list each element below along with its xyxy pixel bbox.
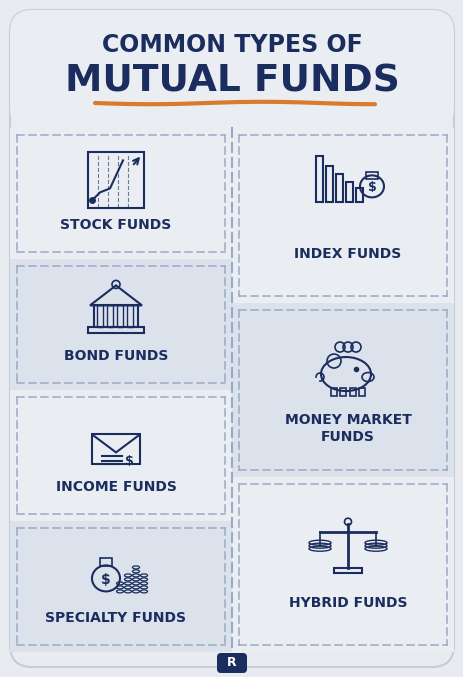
Bar bbox=[10, 259, 232, 390]
Text: INCOME FUNDS: INCOME FUNDS bbox=[56, 480, 176, 494]
Bar bbox=[345, 182, 352, 202]
Bar bbox=[330, 388, 336, 396]
Bar bbox=[107, 305, 113, 328]
Bar bbox=[333, 568, 361, 573]
Text: HYBRID FUNDS: HYBRID FUNDS bbox=[288, 596, 407, 610]
Bar bbox=[232, 477, 453, 652]
Bar bbox=[325, 167, 332, 202]
FancyBboxPatch shape bbox=[10, 10, 453, 130]
Bar bbox=[117, 305, 123, 328]
Bar bbox=[355, 188, 362, 202]
Bar bbox=[232, 128, 453, 303]
Text: MONEY MARKET
FUNDS: MONEY MARKET FUNDS bbox=[284, 414, 411, 443]
Bar bbox=[339, 388, 345, 396]
Bar bbox=[365, 173, 377, 179]
Bar bbox=[88, 152, 144, 209]
Text: COMMON TYPES OF: COMMON TYPES OF bbox=[101, 33, 362, 57]
Bar bbox=[10, 128, 232, 259]
Text: R: R bbox=[227, 657, 236, 670]
Text: $: $ bbox=[125, 455, 133, 468]
Text: MUTUAL FUNDS: MUTUAL FUNDS bbox=[64, 64, 399, 100]
Bar bbox=[232, 303, 453, 477]
Text: INDEX FUNDS: INDEX FUNDS bbox=[294, 246, 401, 261]
Text: SPECIALTY FUNDS: SPECIALTY FUNDS bbox=[45, 611, 186, 625]
Bar bbox=[94, 305, 138, 328]
FancyBboxPatch shape bbox=[10, 10, 453, 667]
Text: STOCK FUNDS: STOCK FUNDS bbox=[60, 218, 171, 232]
Bar bbox=[10, 521, 232, 652]
Bar bbox=[358, 388, 364, 396]
Text: $: $ bbox=[101, 573, 111, 588]
Bar bbox=[127, 305, 133, 328]
Bar bbox=[100, 559, 112, 567]
Bar bbox=[10, 390, 232, 521]
Text: $: $ bbox=[367, 181, 375, 194]
FancyBboxPatch shape bbox=[217, 653, 246, 673]
Bar bbox=[97, 305, 103, 328]
Bar bbox=[88, 328, 144, 333]
Bar bbox=[92, 435, 140, 464]
Bar bbox=[335, 175, 342, 202]
Bar bbox=[315, 156, 322, 202]
Text: BOND FUNDS: BOND FUNDS bbox=[64, 349, 168, 363]
Bar bbox=[349, 388, 355, 396]
